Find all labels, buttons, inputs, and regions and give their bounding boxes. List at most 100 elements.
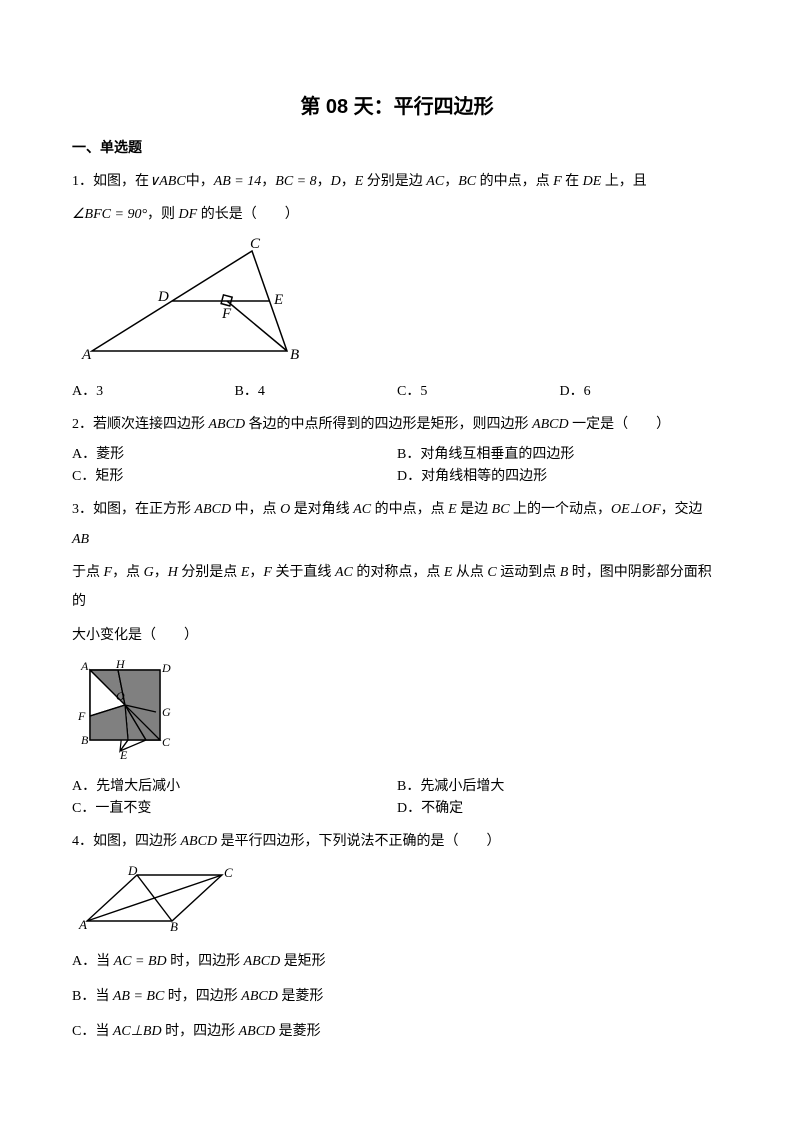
q3-t6: 上的一个动点， — [510, 502, 612, 517]
q3-Cc: C — [487, 565, 496, 580]
section-header: 一、单选题 — [72, 137, 722, 157]
svg-text:D: D — [127, 863, 138, 878]
q1-t5: ， — [341, 174, 355, 189]
svg-text:D: D — [161, 661, 171, 675]
q1-option-b: B．4 — [235, 380, 398, 400]
q1-ang: ∠BFC = 90° — [72, 207, 147, 222]
q1-stem: 1．如图，在∨ABC中，AB = 14，BC = 8，D，E 分别是边 AC，B… — [72, 167, 722, 196]
q3-l2b: ，点 — [112, 565, 144, 580]
q4c-e: AC⊥BD — [113, 1024, 162, 1039]
q4-t1: 4．如图，四边形 — [72, 834, 181, 849]
q1-option-d: D．6 — [560, 380, 723, 400]
q3-F2: F — [263, 565, 272, 580]
page-title: 第 08 天：平行四边形 — [72, 90, 722, 119]
q2-row2: C．矩形 D．对角线相等的四边形 — [72, 465, 722, 485]
q3-stem: 3．如图，在正方形 ABCD 中，点 O 是对角线 AC 的中点，点 E 是边 … — [72, 495, 722, 554]
q1-t1: 1．如图，在 — [72, 174, 149, 189]
q1-t6: 分别是边 — [363, 174, 426, 189]
q3-Bb: B — [560, 565, 569, 580]
q4b-abcd: ABCD — [241, 989, 278, 1004]
svg-text:G: G — [162, 705, 171, 719]
q4-stem: 4．如图，四边形 ABCD 是平行四边形，下列说法不正确的是（ ） — [72, 827, 722, 856]
q3-t4: 的中点，点 — [371, 502, 448, 517]
svg-text:A: A — [80, 659, 89, 673]
q3-O: O — [280, 502, 290, 517]
q3-l2h: 从点 — [452, 565, 487, 580]
q3-l2g: 的对称点，点 — [353, 565, 444, 580]
q3-option-d: D．不确定 — [397, 797, 722, 817]
q1-t11: ，则 — [147, 207, 179, 222]
q1-option-c: C．5 — [397, 380, 560, 400]
q2-option-c: C．矩形 — [72, 465, 397, 485]
q3-t3: 是对角线 — [290, 502, 353, 517]
q1-t4: ， — [317, 174, 331, 189]
q2-t2: 各边的中点所得到的四边形是矩形，则四边形 — [245, 417, 532, 432]
q3-AB: AB — [72, 532, 89, 547]
q1-DF: DF — [179, 207, 198, 222]
q4b-3: 是菱形 — [278, 989, 324, 1004]
q4a-abcd: ABCD — [244, 954, 281, 969]
q3-G: G — [144, 565, 154, 580]
q4-option-b: B．当 AB = BC 时，四边形 ABCD 是菱形 — [72, 982, 722, 1011]
svg-text:E: E — [119, 748, 128, 761]
q1-t8: 的中点，点 — [476, 174, 553, 189]
q1-figure: A B C D E F — [72, 236, 722, 366]
q4c-1: C．当 — [72, 1024, 113, 1039]
svg-text:B: B — [290, 347, 299, 363]
q2-t1: 2．若顺次连接四边形 — [72, 417, 209, 432]
q4a-1: A．当 — [72, 954, 114, 969]
q3-option-a: A．先增大后减小 — [72, 775, 397, 795]
q4a-3: 是矩形 — [280, 954, 326, 969]
svg-text:C: C — [250, 236, 261, 252]
q2-option-d: D．对角线相等的四边形 — [397, 465, 722, 485]
q1-AC: AC — [426, 174, 444, 189]
q4-option-a: A．当 AC = BD 时，四边形 ABCD 是矩形 — [72, 947, 722, 976]
q2-option-a: A．菱形 — [72, 443, 397, 463]
q3-AC2: AC — [335, 565, 353, 580]
q3-stem3: 大小变化是（ ） — [72, 621, 722, 650]
svg-text:O: O — [116, 689, 125, 703]
q1-options: A．3 B．4 C．5 D．6 — [72, 380, 722, 400]
q3-BC: BC — [492, 502, 510, 517]
q4a-e: AC = BD — [114, 954, 167, 969]
q4c-2: 时，四边形 — [162, 1024, 239, 1039]
q3-t7: ，交边 — [661, 502, 703, 517]
q1-option-a: A．3 — [72, 380, 235, 400]
q3-l2e: ， — [249, 565, 263, 580]
q3-abcd: ABCD — [195, 502, 232, 517]
q3-perp: OE⊥OF — [611, 502, 661, 517]
q3-l2a: 于点 — [72, 565, 104, 580]
q3-E: E — [448, 502, 457, 517]
q2-abcd2: ABCD — [532, 417, 569, 432]
q2-row1: A．菱形 B．对角线互相垂直的四边形 — [72, 443, 722, 463]
q1-stem2: ∠BFC = 90°，则 DF 的长是（ ） — [72, 200, 722, 229]
svg-text:F: F — [77, 709, 86, 723]
svg-text:E: E — [273, 292, 283, 308]
svg-text:D: D — [157, 289, 169, 305]
q3-t2: 中，点 — [231, 502, 280, 517]
q3-row2: C．一直不变 D．不确定 — [72, 797, 722, 817]
q1-D: D — [331, 174, 341, 189]
q4b-e: AB = BC — [113, 989, 164, 1004]
q4a-2: 时，四边形 — [167, 954, 244, 969]
q3-AC: AC — [353, 502, 371, 517]
svg-text:A: A — [78, 917, 87, 932]
svg-text:A: A — [81, 347, 92, 363]
q4c-3: 是菱形 — [275, 1024, 321, 1039]
q1-t9: 在 — [562, 174, 583, 189]
q3-stem2: 于点 F，点 G，H 分别是点 E，F 关于直线 AC 的对称点，点 E 从点 … — [72, 558, 722, 617]
svg-text:H: H — [115, 657, 126, 671]
q1-e2: AB = 14 — [214, 174, 262, 189]
q1-t2: 中， — [186, 174, 214, 189]
q1-BC: BC — [458, 174, 476, 189]
q2-t3: 一定是（ ） — [569, 417, 671, 432]
q3-option-b: B．先减小后增大 — [397, 775, 722, 795]
q2-abcd1: ABCD — [209, 417, 246, 432]
q1-t10: 上，且 — [601, 174, 647, 189]
q3-option-c: C．一直不变 — [72, 797, 397, 817]
q1-t12: 的长是（ ） — [197, 207, 299, 222]
q3-l2i: 运动到点 — [497, 565, 560, 580]
q1-E: E — [355, 174, 364, 189]
q1-e1: ∨ABC — [149, 174, 186, 189]
q1-DE: DE — [583, 174, 602, 189]
